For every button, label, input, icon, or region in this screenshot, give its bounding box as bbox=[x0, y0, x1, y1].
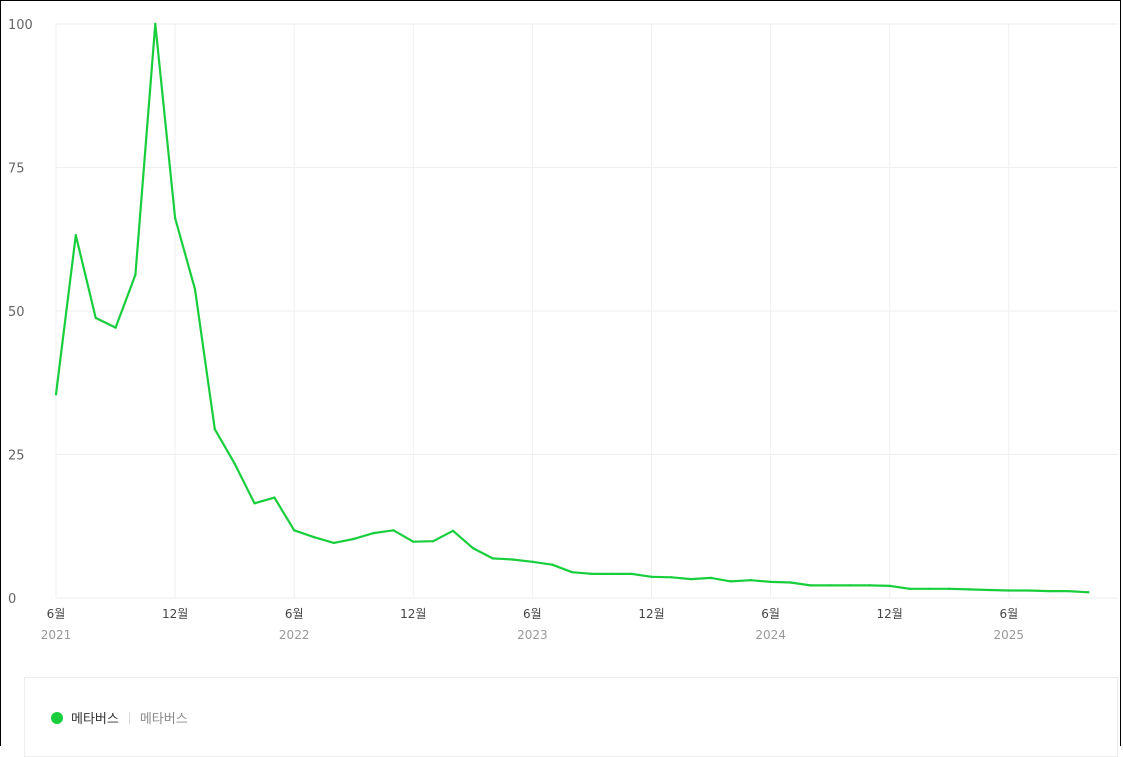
legend-panel: 메타버스 메타버스 bbox=[24, 677, 1118, 757]
data-point bbox=[809, 584, 812, 587]
data-point bbox=[352, 537, 355, 541]
data-point bbox=[987, 588, 991, 592]
data-point bbox=[431, 539, 435, 543]
data-point bbox=[1047, 589, 1050, 593]
data-point bbox=[134, 273, 137, 277]
data-point bbox=[789, 581, 792, 584]
data-point bbox=[332, 541, 336, 545]
data-point bbox=[531, 560, 534, 564]
data-point bbox=[173, 216, 177, 220]
x-tick-year-label: 2022 bbox=[279, 628, 310, 642]
y-tick-label: 50 bbox=[8, 305, 25, 320]
data-point bbox=[54, 393, 58, 396]
legend-sublabel: 메타버스 bbox=[139, 712, 188, 727]
data-point bbox=[590, 572, 594, 576]
data-point bbox=[670, 576, 673, 579]
data-point bbox=[1027, 589, 1030, 592]
data-point bbox=[412, 540, 415, 543]
data-point bbox=[372, 531, 375, 535]
data-point bbox=[273, 496, 276, 499]
data-point bbox=[888, 584, 891, 588]
y-tick-label: 75 bbox=[8, 162, 25, 177]
data-point bbox=[690, 577, 693, 581]
legend-item-metaverse[interactable]: 메타버스 메타버스 bbox=[51, 708, 188, 727]
data-point bbox=[511, 558, 514, 561]
legend-label: 메타버스 bbox=[71, 712, 119, 727]
data-point bbox=[1067, 589, 1070, 593]
y-tick-label: 100 bbox=[8, 18, 33, 33]
data-point bbox=[848, 584, 852, 587]
x-tick-month-label: 12월 bbox=[400, 607, 426, 621]
data-point bbox=[948, 587, 951, 591]
x-tick-month-label: 12월 bbox=[877, 607, 903, 621]
data-point bbox=[114, 326, 117, 329]
x-tick-month-label: 6월 bbox=[523, 607, 542, 621]
data-point bbox=[1007, 589, 1010, 592]
y-tick-label: 0 bbox=[8, 592, 16, 607]
data-point bbox=[650, 575, 653, 578]
legend-divider bbox=[128, 711, 130, 724]
data-point bbox=[471, 546, 475, 550]
data-point bbox=[74, 234, 78, 237]
data-point bbox=[630, 572, 633, 576]
x-tick-year-label: 2025 bbox=[994, 628, 1025, 642]
data-point bbox=[293, 529, 296, 532]
x-tick-year-label: 2024 bbox=[755, 628, 786, 642]
data-point bbox=[193, 287, 197, 291]
line-chart: 0 25 50 75 100 6월 2021 12월 6월 2022 12월 6월 2023 12월 6월 2… bbox=[8, 18, 1118, 642]
data-point bbox=[908, 587, 911, 591]
y-tick-label: 25 bbox=[8, 449, 25, 464]
data-point bbox=[154, 22, 157, 26]
data-point bbox=[451, 529, 455, 533]
data-point bbox=[868, 584, 872, 587]
data-point bbox=[928, 587, 931, 591]
data-point bbox=[967, 588, 971, 591]
data-point bbox=[392, 529, 395, 532]
data-point bbox=[213, 428, 216, 431]
x-tick-month-label: 6월 bbox=[285, 607, 304, 621]
data-point bbox=[570, 570, 574, 574]
data-point bbox=[233, 462, 236, 465]
data-point bbox=[828, 584, 832, 587]
x-tick-month-label: 12월 bbox=[638, 607, 664, 621]
x-tick-year-label: 2021 bbox=[41, 628, 72, 642]
data-point bbox=[729, 580, 733, 583]
data-point bbox=[551, 563, 554, 566]
data-point bbox=[749, 579, 752, 582]
data-point bbox=[94, 316, 97, 320]
x-tick-year-label: 2023 bbox=[517, 628, 548, 642]
legend-dot-icon bbox=[51, 711, 63, 724]
data-point bbox=[709, 576, 713, 580]
data-point bbox=[491, 557, 494, 560]
data-point bbox=[610, 572, 613, 576]
data-point bbox=[253, 502, 256, 505]
data-point bbox=[769, 580, 772, 584]
x-tick-month-label: 6월 bbox=[999, 607, 1018, 621]
data-point bbox=[1087, 591, 1090, 594]
series-line-metaverse bbox=[54, 22, 1090, 594]
x-tick-month-label: 6월 bbox=[761, 607, 780, 621]
x-tick-month-label: 6월 bbox=[47, 607, 66, 621]
data-point bbox=[312, 535, 316, 539]
x-tick-month-label: 12월 bbox=[162, 607, 188, 621]
